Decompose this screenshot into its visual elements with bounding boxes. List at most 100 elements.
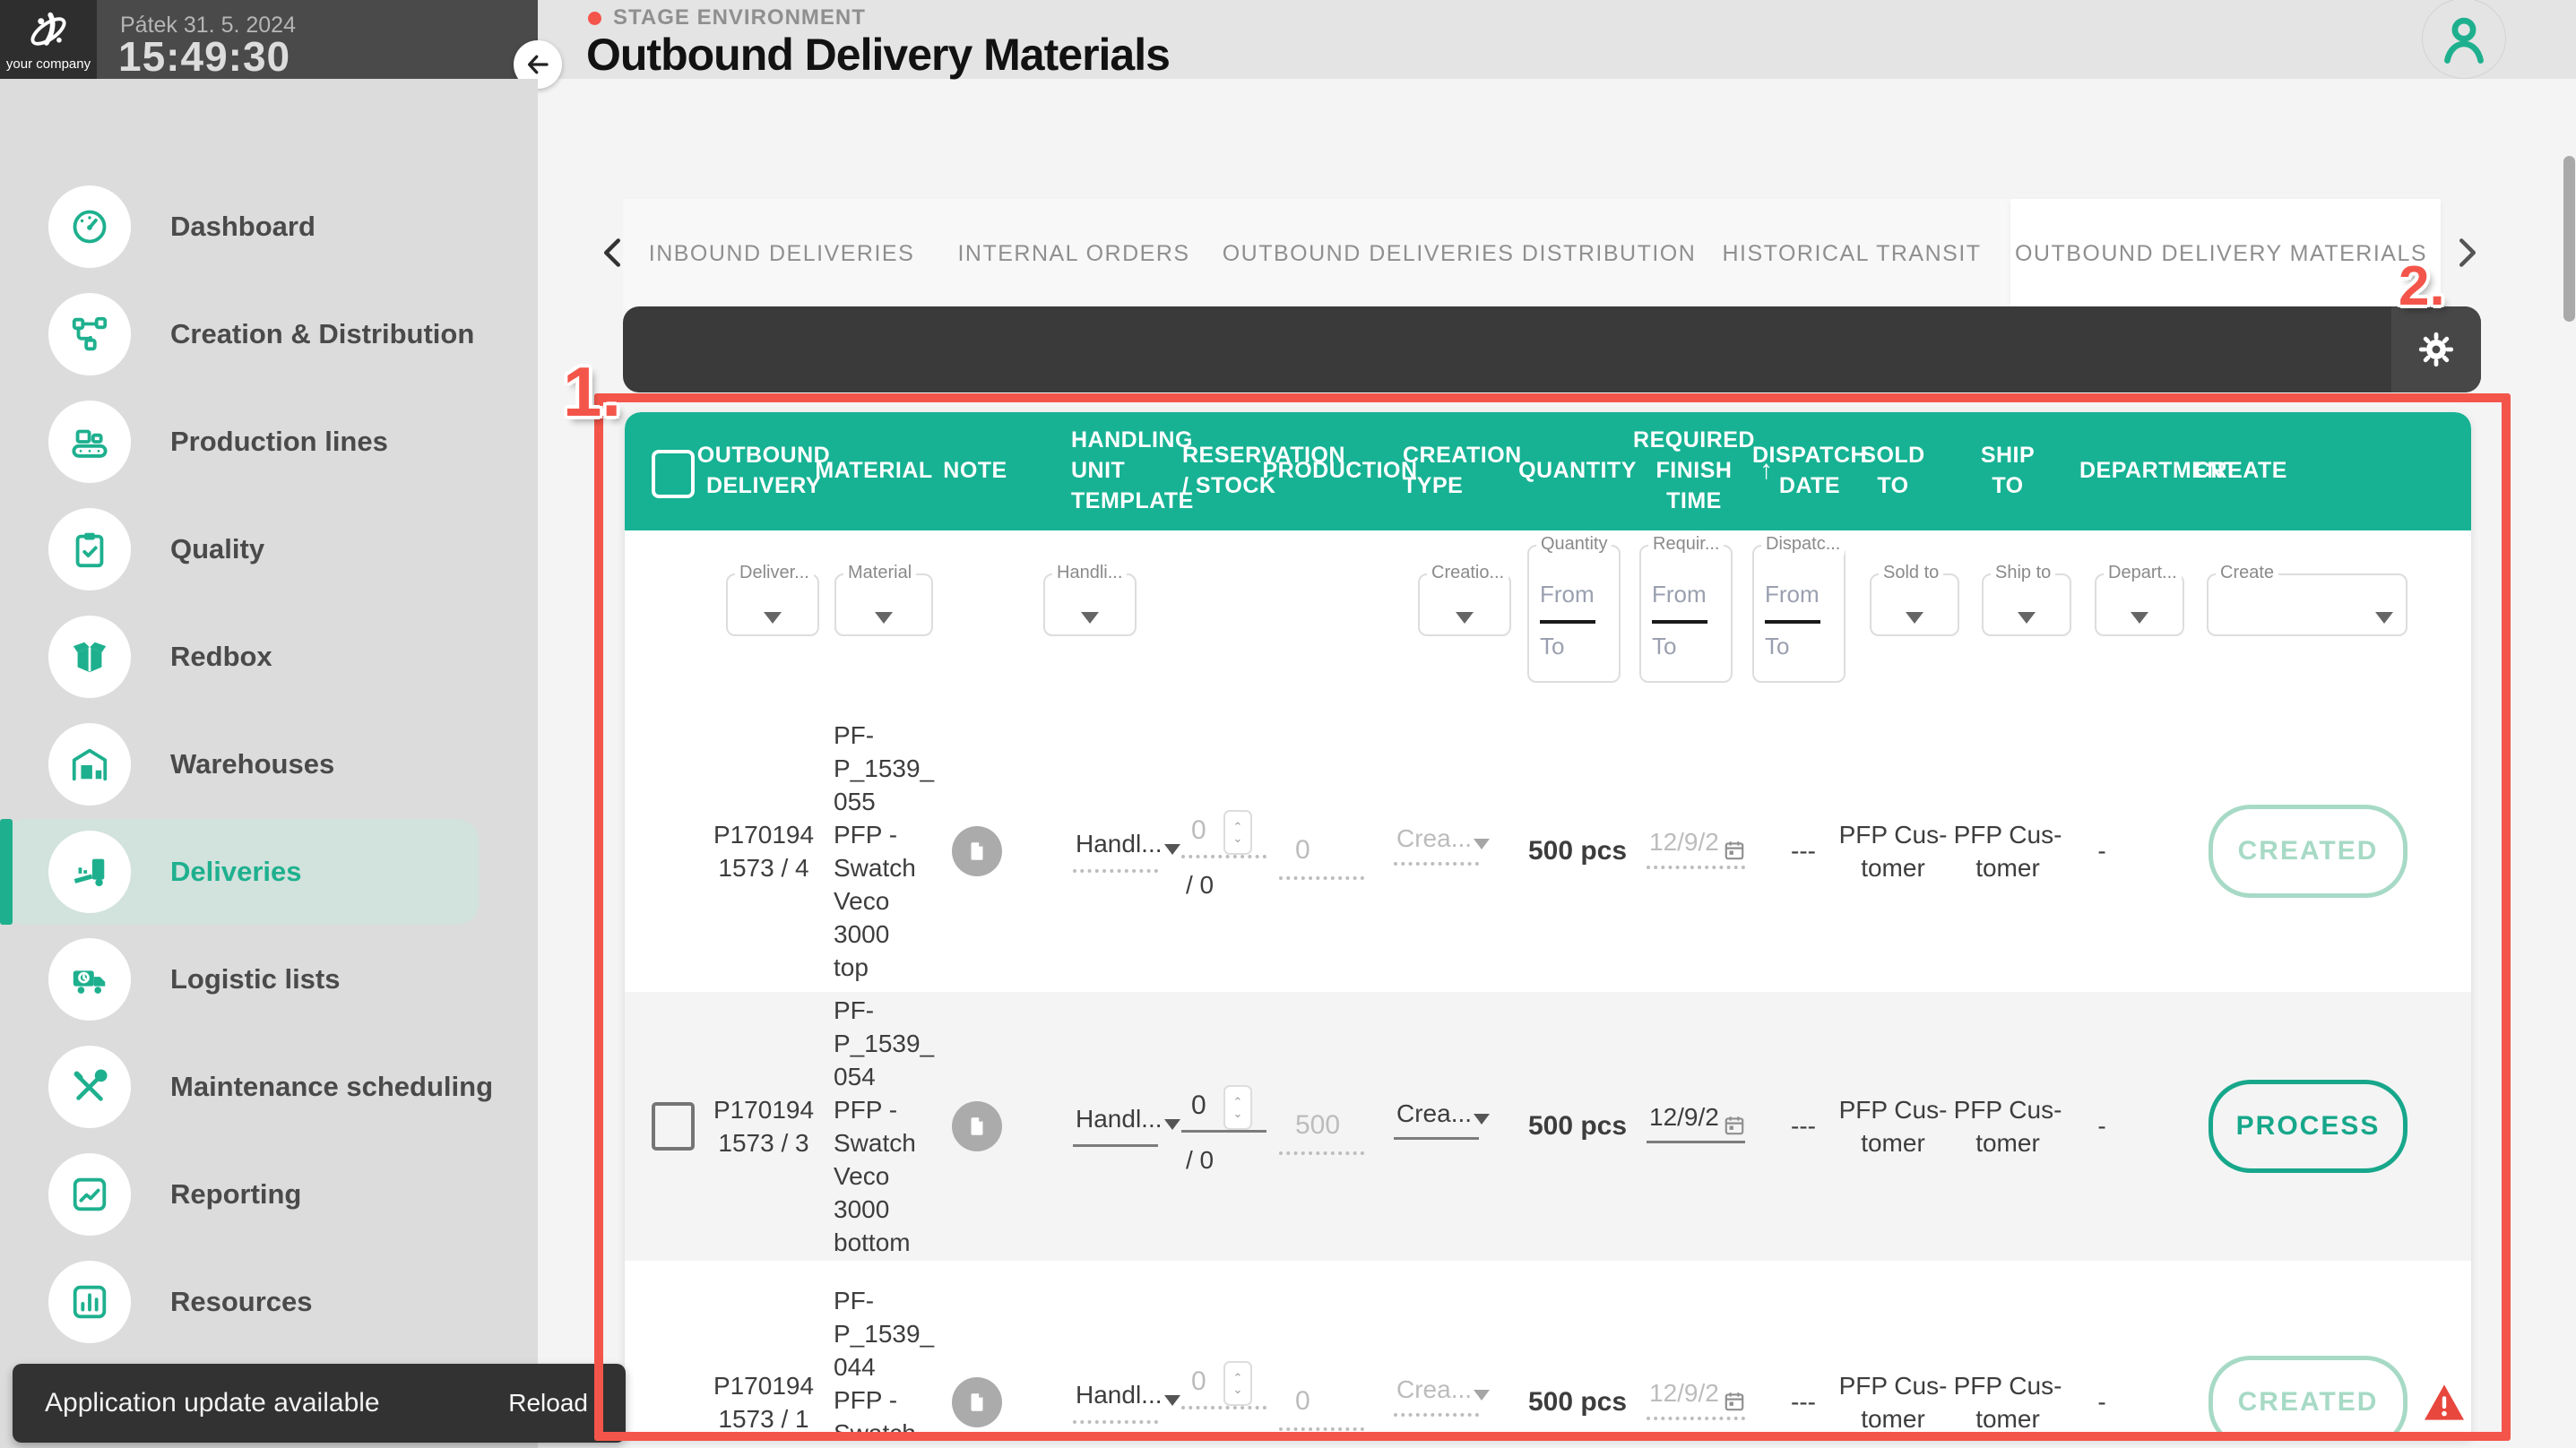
tabs-scroll-left-button[interactable] [599,235,626,271]
tabs-scroll-right-button[interactable] [2454,235,2481,271]
sidebar-item-creation-distribution[interactable]: Creation & Distribution [0,280,538,388]
table-row[interactable]: P170194 1573 / 3 PF- P_1539_ 054 PFP - S… [625,992,2471,1261]
sidebar-item-label: Creation & Distribution [170,318,475,349]
column-production[interactable]: PRODUCTION [1262,458,1418,484]
handling-unit-dropdown[interactable]: Handl... [1076,1381,1180,1409]
calendar-icon[interactable] [1723,1390,1746,1413]
production-input[interactable]: 0 [1295,1386,1310,1416]
process-button[interactable]: PROCESS [2209,1080,2407,1173]
sidebar-item-quality[interactable]: Quality [0,496,538,603]
tab-inbound-deliveries[interactable]: INBOUND DELIVERIES [648,241,915,266]
tab-outbound-delivery-materials[interactable]: OUTBOUND DELIVERY MATERIALS [2014,241,2428,266]
creation-type-dropdown[interactable]: Crea... [1396,1099,1491,1128]
production-input[interactable]: 0 [1295,834,1310,865]
filter-quantity-range[interactable]: Quantity From To [1527,534,1621,683]
row-checkbox[interactable] [652,1102,695,1151]
outbound-delivery-cell: P170194 1573 / 1 [713,1372,815,1433]
filter-department-select[interactable]: Depart... [2095,563,2184,636]
column-handling-unit-template[interactable]: HANDLING UNIT TEMPLATE [1071,427,1194,513]
filter-dispatch-date-range[interactable]: Dispatc... From To [1752,534,1846,683]
column-material[interactable]: MATERIAL [815,458,933,484]
table-row[interactable]: P170194 1573 / 4 PF- P_1539_ 055 PFP - S… [625,710,2471,992]
from-input[interactable]: From [1540,581,1595,608]
user-profile-button[interactable] [2436,11,2492,66]
filter-sold-to-select[interactable]: Sold to [1870,563,1959,636]
vertical-scrollbar[interactable] [2563,156,2575,322]
reservation-total: / 0 [1186,870,1215,899]
from-input[interactable]: From [1652,581,1707,608]
sidebar-item-redbox[interactable]: Redbox [0,603,538,711]
tab-historical-transit[interactable]: HISTORICAL TRANSIT [1722,241,1982,266]
sidebar-item-deliveries[interactable]: Deliveries [0,818,538,926]
reservation-input[interactable]: 0 [1191,1366,1206,1396]
filter-label: Handli... [1052,563,1128,583]
from-input[interactable]: From [1765,581,1820,608]
column-department[interactable]: DEPARTMENT [2079,458,2238,484]
table-settings-button[interactable] [2391,306,2481,392]
handling-unit-dropdown[interactable]: Handl... [1076,1105,1180,1133]
conveyor-icon [48,401,131,483]
tab-outbound-deliveries-distribution[interactable]: OUTBOUND DELIVERIES DISTRIBUTION [1222,241,1697,266]
created-status-button[interactable]: CREATED [2209,1356,2407,1440]
column-quantity[interactable]: QUANTITY [1518,458,1637,484]
column-sold-to[interactable]: SOLD TO [1861,443,1925,498]
sidebar-item-reporting[interactable]: Reporting [0,1141,538,1248]
handling-unit-dropdown[interactable]: Handl... [1076,830,1180,858]
sidebar-item-maintenance-scheduling[interactable]: Maintenance scheduling [0,1033,538,1141]
required-finish-input[interactable]: 12/9/2 [1649,1103,1719,1131]
note-button[interactable] [952,1377,1002,1427]
filter-creation-select[interactable]: Creatio... [1418,563,1511,636]
filter-label: Create [2216,563,2279,583]
number-stepper[interactable]: ⌃ ⌄ [1223,1361,1252,1406]
column-reservation-stock[interactable]: RESERVATION / STOCK [1182,443,1345,498]
column-ship-to[interactable]: SHIP TO [1980,443,2036,498]
warning-icon[interactable] [2423,1383,2466,1422]
creation-type-dropdown[interactable]: Crea... [1396,824,1491,853]
filter-required-finish-range[interactable]: Requir... From To [1639,534,1733,683]
required-finish-input[interactable]: 12/9/2 [1649,1379,1719,1407]
calendar-icon[interactable] [1723,839,1746,862]
column-note[interactable]: NOTE [943,458,1007,484]
reload-button[interactable]: Reload [508,1389,588,1417]
sidebar-item-dashboard[interactable]: Dashboard [0,173,538,280]
select-all-checkbox[interactable] [652,450,695,498]
sidebar-item-warehouses[interactable]: Warehouses [0,711,538,818]
column-outbound-delivery[interactable]: OUTBOUND DELIVERY [696,443,831,498]
note-button[interactable] [952,825,1002,876]
toast-message: Application update available [45,1388,380,1418]
column-required-finish-time[interactable]: REQUIRED FINISH TIME [1633,427,1755,513]
number-stepper[interactable]: ⌃ ⌄ [1223,1085,1252,1130]
calendar-icon[interactable] [1723,1114,1746,1137]
dispatch-date-cell: --- [1791,1112,1816,1140]
sidebar-item-production-lines[interactable]: Production lines [0,388,538,496]
sidebar-item-resources[interactable]: Resources [0,1248,538,1356]
note-button[interactable] [952,1101,1002,1151]
quantity-cell: 500 pcs [1527,1387,1628,1417]
column-dispatch-date[interactable]: DISPATCH DATE [1751,443,1868,498]
sidebar-item-label: Resources [170,1286,313,1317]
bar-chart-icon [48,1261,131,1343]
filter-create-select[interactable]: Create [2207,563,2407,636]
to-input[interactable]: To [1652,633,1677,659]
to-input[interactable]: To [1765,633,1790,659]
reservation-input[interactable]: 0 [1191,1090,1206,1120]
required-finish-input[interactable]: 12/9/2 [1649,827,1719,856]
number-stepper[interactable]: ⌃ ⌄ [1223,809,1252,855]
filter-delivery-select[interactable]: Deliver... [726,563,819,636]
created-status-button[interactable]: CREATED [2209,804,2407,898]
table-row[interactable]: P170194 1573 / 1 PF- P_1539_ 044 PFP - S… [625,1261,2471,1440]
production-input[interactable]: 500 [1295,1110,1341,1140]
sidebar-item-logistic-lists[interactable]: Logistic lists [0,926,538,1033]
filter-label: Sold to [1879,563,1944,583]
filter-handling-select[interactable]: Handli... [1043,563,1137,636]
to-input[interactable]: To [1540,633,1565,659]
column-create[interactable]: CREATE [2194,458,2287,484]
reservation-input[interactable]: 0 [1191,814,1206,845]
creation-type-dropdown[interactable]: Crea... [1396,1375,1491,1404]
column-creation-type[interactable]: CREATION TYPE [1403,443,1522,498]
field-underline [1181,1130,1266,1133]
tab-internal-orders[interactable]: INTERNAL ORDERS [957,241,1190,266]
sort-ascending-icon[interactable]: ↑ [1759,455,1773,485]
filter-ship-to-select[interactable]: Ship to [1982,563,2071,636]
filter-material-select[interactable]: Material [834,563,933,636]
